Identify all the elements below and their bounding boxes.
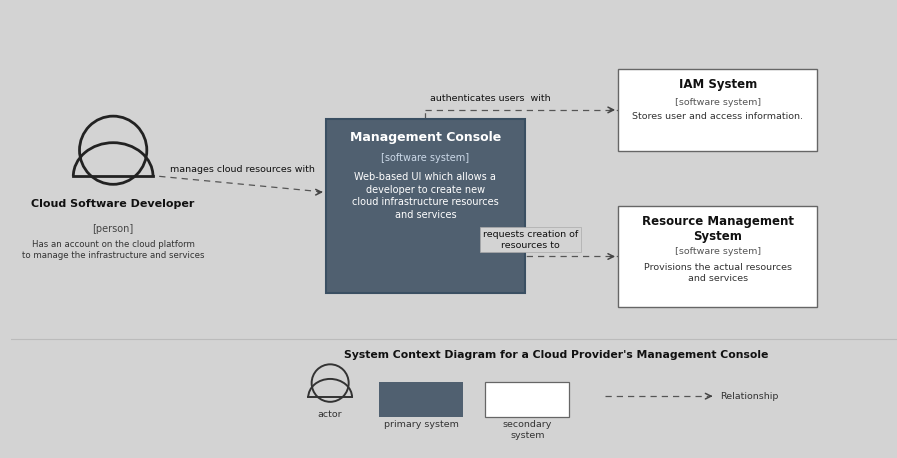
Text: Web-based UI which allows a
developer to create new
cloud infrastructure resourc: Web-based UI which allows a developer to…	[352, 172, 499, 220]
Text: Relationship: Relationship	[720, 392, 779, 401]
Text: [person]: [person]	[92, 224, 134, 234]
FancyBboxPatch shape	[379, 382, 463, 417]
Text: Stores user and access information.: Stores user and access information.	[632, 112, 803, 121]
Text: [software system]: [software system]	[381, 153, 469, 164]
Text: Resource Management
System: Resource Management System	[641, 215, 794, 243]
Text: Management Console: Management Console	[350, 131, 501, 143]
Text: Cloud Software Developer: Cloud Software Developer	[31, 199, 195, 209]
Text: secondary
system: secondary system	[502, 420, 552, 440]
Text: authenticates users  with: authenticates users with	[430, 94, 551, 103]
Text: manages cloud resources with: manages cloud resources with	[170, 165, 315, 174]
Text: requests creation of
resources to: requests creation of resources to	[483, 230, 579, 250]
Text: Provisions the actual resources
and services: Provisions the actual resources and serv…	[644, 263, 792, 283]
Text: [software system]: [software system]	[675, 247, 761, 256]
FancyBboxPatch shape	[618, 69, 817, 151]
FancyBboxPatch shape	[326, 119, 525, 293]
FancyBboxPatch shape	[485, 382, 570, 417]
Text: IAM System: IAM System	[678, 78, 757, 91]
Text: Has an account on the cloud platform
to manage the infrastructure and services: Has an account on the cloud platform to …	[22, 240, 205, 260]
Text: actor: actor	[318, 410, 343, 419]
Text: [software system]: [software system]	[675, 98, 761, 107]
Text: primary system: primary system	[384, 420, 458, 430]
Text: System Context Diagram for a Cloud Provider's Management Console: System Context Diagram for a Cloud Provi…	[344, 350, 768, 360]
FancyBboxPatch shape	[618, 206, 817, 307]
